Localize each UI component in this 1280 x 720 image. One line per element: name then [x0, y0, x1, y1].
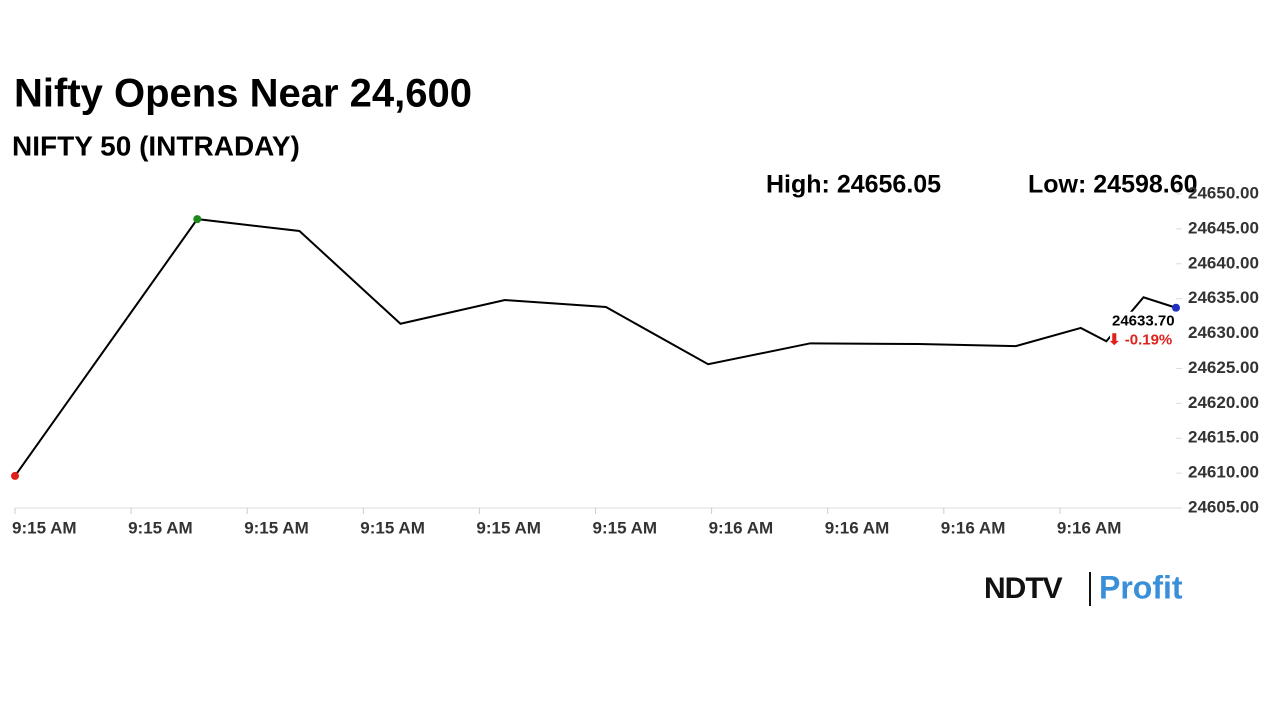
last-marker [1172, 303, 1180, 312]
high-annotation: High: 24656.05 [766, 171, 941, 199]
plot: 24605.00 24610.00 24615.00 24620.00 24625.00… [11, 183, 1259, 537]
last-value-label: 24633.70 [1112, 313, 1175, 330]
change-label: ⬇ -0.19% [1108, 332, 1172, 349]
price-line [14, 218, 1177, 477]
chart-subtitle: NIFTY 50 (INTRADAY) [12, 130, 300, 161]
logo-product: Profit [1099, 569, 1183, 605]
x-tick-label: 9:16 AM [941, 518, 1006, 537]
start-marker [11, 471, 19, 480]
y-tick-label: 24605.00 [1188, 497, 1259, 516]
y-tick-label: 24645.00 [1188, 218, 1259, 237]
x-tick-label: 9:15 AM [12, 518, 77, 537]
y-tick-label: 24640.00 [1188, 253, 1259, 272]
x-tick-label: 9:15 AM [476, 518, 541, 537]
last-label-box [1110, 311, 1182, 352]
x-tick-label: 9:16 AM [1057, 518, 1122, 537]
chart-title: Nifty Opens Near 24,600 [14, 72, 472, 116]
x-tick-label: 9:15 AM [360, 518, 425, 537]
y-tick-label: 24625.00 [1188, 358, 1259, 377]
y-tick-label: 24635.00 [1188, 288, 1259, 307]
y-tick-label: 24610.00 [1188, 463, 1259, 482]
high-marker [193, 215, 202, 224]
x-tick-label: 9:16 AM [825, 518, 890, 537]
low-annotation: Low: 24598.60 [1028, 171, 1198, 199]
x-tick-label: 9:15 AM [244, 518, 309, 537]
y-tick-label: 24650.00 [1188, 183, 1259, 202]
y-tick-label: 24620.00 [1188, 393, 1259, 412]
logo-brand: NDTV [984, 572, 1063, 605]
x-tick-label: 9:15 AM [593, 518, 658, 537]
y-tick-label: 24615.00 [1188, 428, 1259, 447]
x-tick-label: 9:16 AM [709, 518, 774, 537]
y-tick-label: 24630.00 [1188, 323, 1259, 342]
x-tick-label: 9:15 AM [128, 518, 193, 537]
